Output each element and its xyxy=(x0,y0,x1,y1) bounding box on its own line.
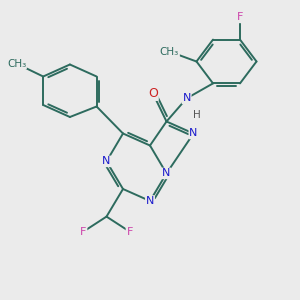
Text: F: F xyxy=(80,226,87,237)
Text: F: F xyxy=(237,12,243,22)
Text: H: H xyxy=(193,110,200,121)
Text: O: O xyxy=(148,87,158,100)
Text: N: N xyxy=(189,128,198,139)
Text: N: N xyxy=(182,93,191,103)
Text: F: F xyxy=(126,226,133,237)
Text: N: N xyxy=(102,156,111,167)
Text: CH₃: CH₃ xyxy=(160,46,179,57)
Text: CH₃: CH₃ xyxy=(7,58,26,69)
Text: N: N xyxy=(146,196,154,206)
Text: N: N xyxy=(162,168,171,178)
